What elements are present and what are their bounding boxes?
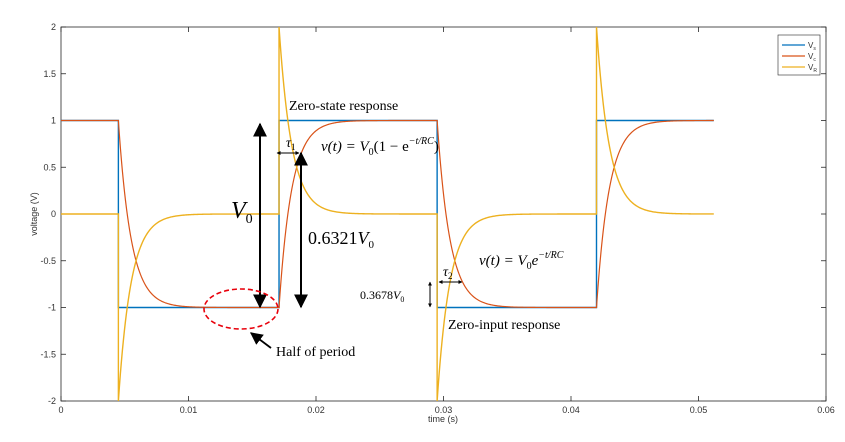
- v0368-label: 0.3678V0: [360, 288, 404, 304]
- legend-box: [777, 34, 821, 76]
- x-tick-label: 0.03: [435, 405, 453, 415]
- annotations: V0 0.6321V0 0.3678V0 τ1 τ2 Zero-state re…: [203, 99, 564, 360]
- zero-input-label: Zero-input response: [448, 318, 560, 333]
- tau1-label: τ1: [286, 136, 296, 152]
- series-line-vr: [61, 26, 714, 402]
- y-tick-label: 1: [51, 116, 56, 126]
- x-tick-label: 0.02: [307, 405, 325, 415]
- x-tick-label: 0.05: [690, 405, 708, 415]
- v0-label: V0: [231, 198, 253, 227]
- zero-state-label: Zero-state response: [289, 99, 398, 114]
- equation-zero-state: v(t) = V0(1 − e−t/RC): [321, 136, 439, 158]
- legend-label-vr: VR: [808, 63, 817, 74]
- y-tick-label: -0.5: [40, 256, 56, 266]
- y-tick-label: -1.5: [40, 349, 56, 359]
- v0632-label: 0.6321V0: [308, 228, 375, 251]
- x-axis-label: time (s): [428, 414, 458, 424]
- y-tick-label: -1: [48, 303, 56, 313]
- legend-label-vc: Vc: [808, 52, 816, 63]
- x-tick-label: 0.01: [180, 405, 198, 415]
- y-tick-label: 0: [51, 209, 56, 219]
- series-line-vc: [61, 119, 714, 309]
- equation-zero-input: v(t) = V0e−t/RC: [479, 250, 564, 272]
- half-period-label: Half of period: [276, 345, 355, 360]
- y-tick-label: 2: [51, 22, 56, 32]
- y-axis-label: voltage (V): [29, 192, 39, 236]
- legend: Vs Vc VR: [777, 34, 821, 76]
- axis-ticks: 0 0.01 0.02 0.03 0.04 0.05 0.06 -2 -1.5 -1 -0.5 0 0.…: [40, 22, 834, 415]
- x-tick-label: 0: [58, 405, 63, 415]
- half-period-ellipse: [203, 288, 279, 330]
- x-tick-label: 0.06: [817, 405, 835, 415]
- legend-label-vs: Vs: [808, 41, 816, 52]
- series-layer: [61, 26, 714, 402]
- tau2-label: τ2: [443, 265, 453, 281]
- y-tick-label: 1.5: [43, 69, 56, 79]
- half-period-arrow: [249, 332, 272, 349]
- y-tick-label: 0.5: [43, 162, 56, 172]
- y-tick-label: -2: [48, 396, 56, 406]
- x-tick-label: 0.04: [562, 405, 580, 415]
